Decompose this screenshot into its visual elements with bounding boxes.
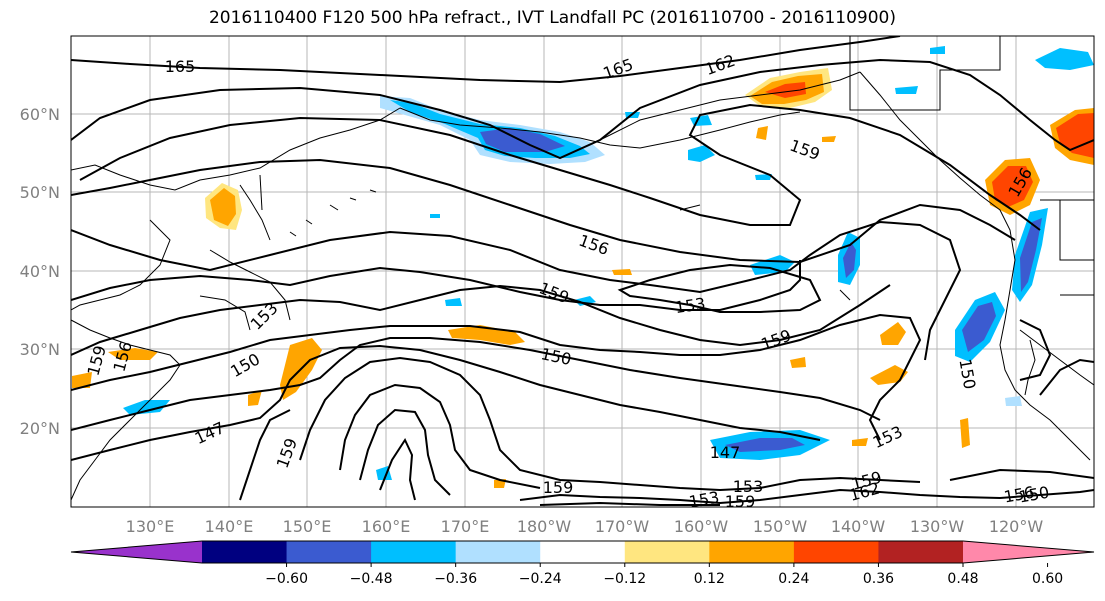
lon-label: 130°E xyxy=(126,517,175,536)
contour-label: 159 xyxy=(543,478,574,497)
lat-label: 50°N xyxy=(20,183,60,202)
lon-label: 120°W xyxy=(989,517,1044,536)
lon-label: 180°W xyxy=(517,517,572,536)
contour-label: 159 xyxy=(725,492,756,511)
colorbar-segment xyxy=(286,541,372,563)
colorbar-tick-label: −0.24 xyxy=(519,571,562,587)
colorbar-tick-label: 0.12 xyxy=(694,571,725,587)
map-panel: 165 165 162 159 156 156 159 153 159 153 … xyxy=(70,35,1095,512)
lon-label: 170°E xyxy=(441,517,490,536)
colorbar-segment xyxy=(624,541,710,563)
contour-label: 147 xyxy=(710,443,741,462)
colorbar-tick-label: −0.60 xyxy=(265,571,308,587)
lon-label: 140°E xyxy=(205,517,254,536)
lon-label: 170°W xyxy=(595,517,650,536)
lon-label: 160°W xyxy=(674,517,729,536)
lon-label: 140°W xyxy=(831,517,886,536)
lat-label: 30°N xyxy=(20,340,60,359)
lon-label: 150°E xyxy=(283,517,332,536)
colorbar-segment xyxy=(540,541,626,563)
colorbar-segment xyxy=(202,541,288,563)
colorbar-segment xyxy=(878,541,964,563)
height-contours xyxy=(71,36,1094,506)
contour-label: 153 xyxy=(687,488,720,512)
colorbar-segment xyxy=(455,541,541,563)
colorbar-segment xyxy=(709,541,795,563)
colorbar-tick-label: −0.36 xyxy=(434,571,477,587)
colorbar-tick-label: 0.60 xyxy=(1032,571,1063,587)
colorbar-segment xyxy=(371,541,457,563)
latitude-labels: 60°N 50°N 40°N 30°N 20°N xyxy=(20,105,60,438)
contour-label: 153 xyxy=(674,294,707,317)
colorbar-tick-label: 0.24 xyxy=(778,571,809,587)
contour-label: 153 xyxy=(733,477,764,496)
lon-label: 150°W xyxy=(753,517,808,536)
negative-anomaly-patches xyxy=(123,46,1094,480)
colorbar-tick-label: 0.48 xyxy=(947,571,978,587)
lon-label: 160°E xyxy=(362,517,411,536)
map-frame xyxy=(70,35,1095,508)
colorbar-tick-label: −0.48 xyxy=(350,571,393,587)
colorbar-tick-label: −0.12 xyxy=(603,571,646,587)
colorbar: −0.60 −0.48 −0.36 −0.24 −0.12 0.12 0.24 0.36 0.4… xyxy=(70,540,1095,587)
lat-label: 60°N xyxy=(20,105,60,124)
lat-label: 40°N xyxy=(20,262,60,281)
colorbar-extend-high xyxy=(963,541,1094,563)
colorbar-extend-low xyxy=(71,541,202,563)
map-title: 2016110400 F120 500 hPa refract., IVT La… xyxy=(208,8,896,28)
colorbar-outline xyxy=(70,540,1095,564)
lat-label: 20°N xyxy=(20,419,60,438)
coastlines xyxy=(71,36,1094,501)
graticule xyxy=(71,36,1094,507)
lon-label: 130°W xyxy=(910,517,965,536)
colorbar-segment xyxy=(793,541,879,563)
contour-label: 165 xyxy=(165,57,196,76)
colorbar-tick-label: 0.36 xyxy=(863,571,894,587)
longitude-labels: 130°E 140°E 150°E 160°E 170°E 180°W 170°… xyxy=(126,517,1044,536)
